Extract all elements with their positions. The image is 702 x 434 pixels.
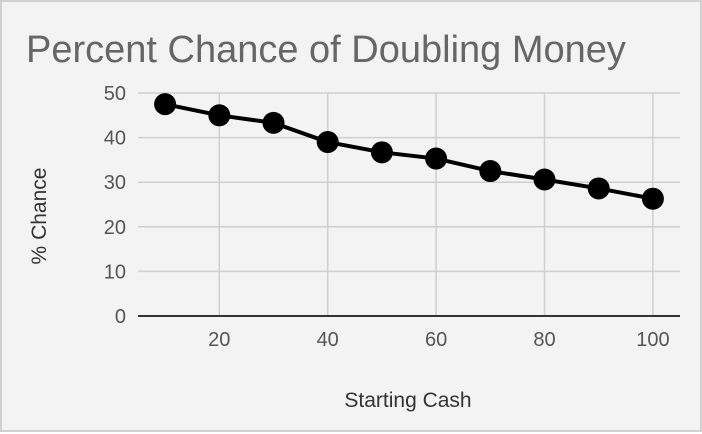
y-tick-label: 40: [104, 128, 126, 150]
data-point: [479, 160, 502, 183]
x-tick-label: 60: [425, 329, 447, 351]
x-tick-label: 100: [636, 329, 669, 351]
series-line: [164, 102, 654, 201]
x-tick-label: 20: [208, 329, 230, 351]
x-axis-ticks: 20 40 60 80 100: [208, 329, 669, 351]
y-axis-label: % Chance: [28, 168, 51, 265]
data-point: [587, 177, 610, 200]
gridlines: [138, 92, 680, 316]
x-tick-label: 40: [317, 329, 339, 351]
y-tick-label: 20: [104, 217, 126, 239]
y-tick-label: 0: [115, 306, 126, 328]
data-point: [208, 104, 231, 127]
data-point: [316, 131, 339, 154]
x-tick-label: 80: [533, 329, 555, 351]
x-axis-label: Starting Cash: [344, 389, 471, 412]
data-point: [641, 187, 664, 210]
data-point: [533, 168, 556, 191]
data-point: [262, 111, 285, 134]
data-point: [154, 93, 177, 116]
y-tick-label: 50: [104, 83, 126, 105]
series-layer: [154, 93, 664, 210]
chart-title: Percent Chance of Doubling Money: [26, 29, 626, 71]
data-point: [370, 141, 393, 164]
y-tick-label: 10: [104, 261, 126, 283]
data-point: [425, 147, 448, 170]
y-tick-label: 30: [104, 172, 126, 194]
y-axis-ticks: 0 10 20 30 40 50: [104, 83, 126, 328]
